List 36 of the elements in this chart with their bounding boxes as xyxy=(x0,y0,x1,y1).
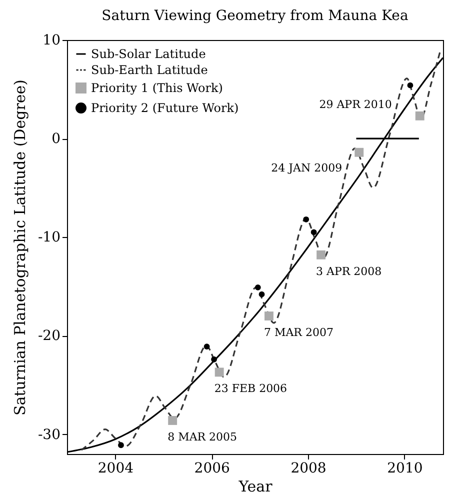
annotation: 3 APR 2008 xyxy=(316,264,382,278)
y-axis-title: Saturnian Planetographic Latitude (Degree) xyxy=(10,79,29,416)
x-tick-label: 2006 xyxy=(194,460,230,476)
point xyxy=(354,148,364,157)
legend-label: Sub-Earth Latitude xyxy=(91,63,208,77)
point xyxy=(118,442,124,448)
x-tick-label: 2008 xyxy=(290,460,326,476)
annotation: 23 FEB 2006 xyxy=(214,382,288,396)
point xyxy=(316,250,326,260)
point xyxy=(415,111,424,120)
point xyxy=(204,344,210,350)
y-tick-label: 0 xyxy=(52,131,60,148)
point xyxy=(407,82,414,88)
point xyxy=(310,229,317,236)
chart-title: Saturn Viewing Geometry from Mauna Kea xyxy=(102,8,408,24)
point xyxy=(303,216,310,222)
annotation: 24 JAN 2009 xyxy=(271,161,342,174)
y-tick-label: -20 xyxy=(38,328,60,344)
legend-label: Sub-Solar Latitude xyxy=(91,47,206,61)
legend-label: Priority 2 (Future Work) xyxy=(91,101,239,115)
y-tick-label: -30 xyxy=(38,426,60,443)
point xyxy=(168,416,178,425)
point xyxy=(258,291,265,298)
x-tick-label: 2010 xyxy=(387,460,423,476)
annotation: 7 MAR 2007 xyxy=(264,326,334,339)
x-axis-title: Year xyxy=(238,478,274,494)
y-tick-label: 10 xyxy=(42,32,60,48)
point xyxy=(254,284,261,290)
annotation: 29 APR 2010 xyxy=(319,98,392,111)
x-tick-label: 2004 xyxy=(98,460,134,476)
point xyxy=(264,312,274,320)
legend-label: Priority 1 (This Work) xyxy=(91,81,223,95)
y-tick-label: -10 xyxy=(38,230,60,246)
point xyxy=(214,368,224,377)
annotation: 8 MAR 2005 xyxy=(168,430,238,444)
point xyxy=(211,356,217,362)
